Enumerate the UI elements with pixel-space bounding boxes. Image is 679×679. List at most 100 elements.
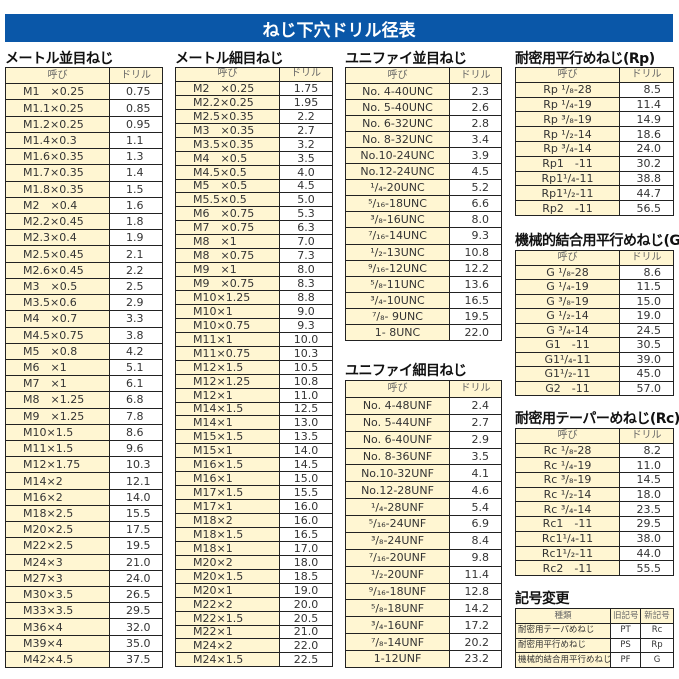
section-title-unf: ユニファイ細目ねじ bbox=[345, 363, 467, 379]
table-row: Rc ³/₈-19 14.5 bbox=[515, 472, 674, 488]
section-title-metric-fine: メートル細目ねじ bbox=[175, 51, 284, 67]
drill-size-cell: 44.7 bbox=[619, 185, 674, 202]
table-row: ¹/₂-20UNF 11.4 bbox=[345, 565, 502, 584]
column-header: 新記号 bbox=[640, 608, 674, 624]
table-row: G1¹/₄-11 39.0 bbox=[515, 351, 674, 367]
thread-size-cell: G1 -11 bbox=[515, 337, 620, 353]
column-header: ドリル bbox=[449, 380, 502, 398]
table-row: M33×3.5 29.5 bbox=[5, 602, 163, 620]
table-header-row: 種類 旧記号 新記号 bbox=[515, 608, 674, 624]
thread-size-cell: 1-12UNF bbox=[345, 650, 450, 668]
thread-size-cell: M24×2 bbox=[175, 638, 280, 654]
table-row: M7 ×0.75 6.3 bbox=[175, 220, 333, 236]
thread-size-cell: M14×2 bbox=[5, 472, 110, 490]
table-row: ⁷/₁₆-20UNF 9.8 bbox=[345, 548, 502, 567]
drill-size-cell: 7.3 bbox=[279, 248, 333, 264]
drill-size-cell: 44.0 bbox=[619, 545, 674, 562]
table-row: G1 -11 30.5 bbox=[515, 337, 674, 353]
drill-size-cell: 3.2 bbox=[279, 136, 333, 152]
drill-size-cell: 4.1 bbox=[449, 464, 502, 483]
table-row: Rc ¹/₄-19 11.0 bbox=[515, 457, 674, 474]
thread-size-cell: M18×1.5 bbox=[175, 526, 280, 542]
drill-size-cell: 55.5 bbox=[619, 560, 674, 576]
section-title-symbols: 記号変更 bbox=[515, 591, 570, 607]
thread-size-cell: M5.5×0.5 bbox=[175, 192, 280, 208]
table-row: M8 ×1 7.0 bbox=[175, 234, 333, 250]
thread-size-cell: M12×1.5 bbox=[175, 359, 280, 375]
thread-size-cell: No.12-28UNF bbox=[345, 481, 450, 500]
table-row: M27×3 24.0 bbox=[5, 569, 163, 588]
table-row: Rc1 -11 29.5 bbox=[515, 516, 674, 532]
table-row: Rp ¹/₄-19 11.4 bbox=[515, 96, 674, 113]
drill-size-cell: 16.5 bbox=[449, 291, 502, 309]
drill-size-cell: 8.4 bbox=[449, 531, 502, 550]
drill-size-cell: 1.8 bbox=[109, 212, 163, 231]
thread-size-cell: M4.5×0.75 bbox=[5, 326, 110, 344]
drill-size-cell: 16.0 bbox=[279, 513, 333, 528]
table-row: M4 ×0.5 3.5 bbox=[175, 150, 333, 166]
drill-size-cell: 3.5 bbox=[449, 447, 502, 466]
thread-size-cell: M20×1 bbox=[175, 582, 280, 598]
drill-size-cell: 10.8 bbox=[449, 243, 502, 261]
thread-size-cell: ⁷/₈- 9UNC bbox=[345, 307, 450, 325]
thread-size-cell: M9 ×1 bbox=[175, 262, 280, 278]
drill-size-cell: 11.0 bbox=[619, 457, 674, 474]
thread-size-cell: Rc1 -11 bbox=[515, 516, 620, 532]
drill-size-cell: 10.3 bbox=[109, 456, 163, 474]
drill-size-cell: 5.1 bbox=[109, 358, 163, 377]
table-row: Rp ¹/₂-14 18.6 bbox=[515, 126, 674, 142]
table-row: M6 ×1 5.1 bbox=[5, 358, 163, 377]
drill-size-cell: 5.4 bbox=[449, 498, 502, 516]
table-row: M18×2 16.0 bbox=[175, 513, 333, 528]
table-row: M20×2.5 17.5 bbox=[5, 521, 163, 539]
table-row: M10×1 9.0 bbox=[175, 303, 333, 319]
drill-size-cell: 14.0 bbox=[109, 488, 163, 506]
table-row: M2 ×0.25 1.75 bbox=[175, 80, 333, 96]
drill-size-cell: 16.0 bbox=[279, 499, 333, 514]
table-row: G1¹/₂-11 45.0 bbox=[515, 366, 674, 382]
table-row: Rc1¹/₂-11 44.0 bbox=[515, 545, 674, 562]
table-row: G ³/₈-19 15.0 bbox=[515, 293, 674, 309]
thread-size-cell: M24×1.5 bbox=[175, 652, 280, 668]
drill-size-cell: 2.1 bbox=[109, 245, 163, 263]
thread-size-cell: M39×4 bbox=[5, 634, 110, 652]
thread-size-cell: M30×3.5 bbox=[5, 585, 110, 604]
table-row: M2.2×0.25 1.95 bbox=[175, 94, 333, 110]
drill-size-cell: 6.1 bbox=[109, 375, 163, 393]
thread-size-cell: ⁵/₁₆-24UNF bbox=[345, 515, 450, 533]
thread-size-cell: No. 8-32UNC bbox=[345, 131, 450, 149]
table-row: M4.5×0.75 3.8 bbox=[5, 326, 163, 344]
thread-size-cell: M1.7×0.35 bbox=[5, 164, 110, 182]
drill-size-cell: 19.5 bbox=[449, 307, 502, 325]
drill-size-cell: 14.9 bbox=[619, 111, 674, 128]
table-row: M4 ×0.7 3.3 bbox=[5, 310, 163, 328]
drill-size-cell: 2.7 bbox=[449, 413, 502, 432]
thread-size-cell: M4 ×0.7 bbox=[5, 310, 110, 328]
table-row: ³/₄-10UNC 16.5 bbox=[345, 291, 502, 309]
section-title-rc: 耐密用テーパーめねじ(Rc) bbox=[515, 411, 679, 427]
thread-size-cell: M9 ×0.75 bbox=[175, 276, 280, 291]
thread-size-cell: M9 ×1.25 bbox=[5, 407, 110, 425]
thread-size-cell: 耐密用平行めねじ bbox=[515, 637, 611, 654]
symbol-cell: Rp bbox=[640, 637, 674, 654]
table-row: M4.5×0.5 4.0 bbox=[175, 164, 333, 180]
thread-size-cell: ⁵/₈-18UNF bbox=[345, 599, 450, 618]
table-row: Rp ³/₄-14 24.0 bbox=[515, 140, 674, 157]
table-row: M6 ×0.75 5.3 bbox=[175, 206, 333, 222]
drill-size-cell: 14.2 bbox=[449, 599, 502, 618]
drill-size-cell: 15.5 bbox=[109, 504, 163, 523]
thread-size-cell: ⁷/₁₆-14UNC bbox=[345, 227, 450, 245]
table-row: M12×1.75 10.3 bbox=[5, 456, 163, 474]
drill-size-cell: 18.0 bbox=[619, 486, 674, 503]
drill-size-cell: 19.0 bbox=[619, 308, 674, 324]
drill-size-cell: 16.5 bbox=[279, 526, 333, 542]
drill-size-cell: 7.8 bbox=[109, 407, 163, 425]
thread-size-cell: G ³/₈-19 bbox=[515, 293, 620, 309]
thread-size-cell: 1- 8UNC bbox=[345, 323, 450, 341]
thread-size-cell: 機械的結合用平行めねじ bbox=[515, 652, 611, 668]
thread-size-cell: Rc1¹/₄-11 bbox=[515, 530, 620, 547]
thread-size-cell: ¹/₄-20UNC bbox=[345, 179, 450, 197]
drill-size-cell: 20.0 bbox=[279, 596, 333, 612]
thread-size-cell: M33×3.5 bbox=[5, 602, 110, 620]
table-header-row: 呼び ドリル bbox=[345, 66, 502, 85]
